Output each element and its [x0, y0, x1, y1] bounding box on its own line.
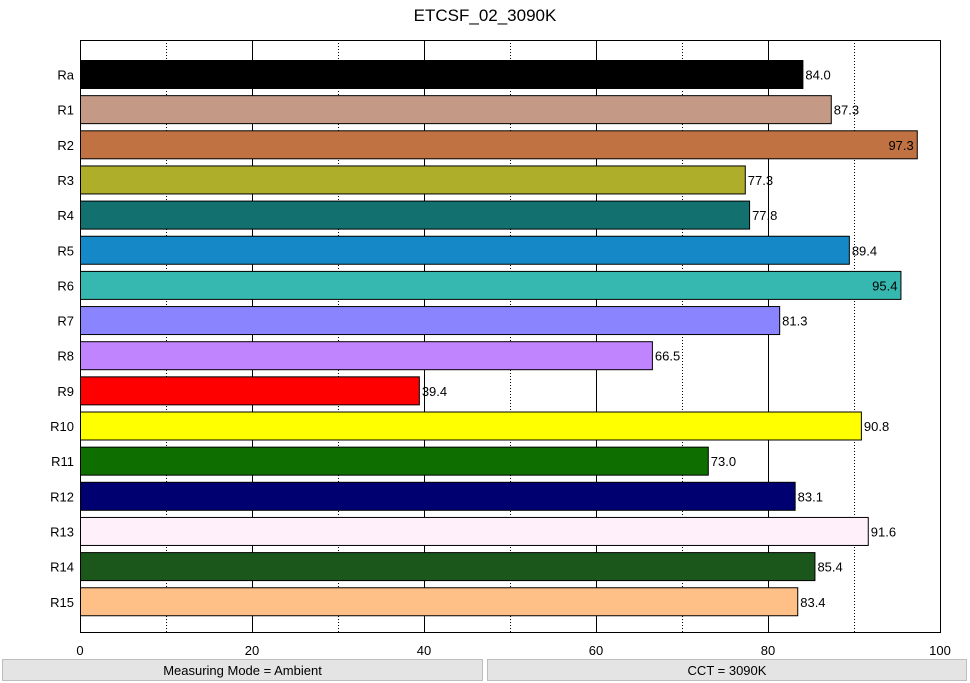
bar-r11 [80, 446, 709, 476]
value-label: 73.0 [711, 454, 736, 469]
value-label: 84.0 [805, 68, 830, 83]
measuring-mode-status: Measuring Mode = Ambient [2, 659, 483, 681]
value-label: 81.3 [782, 314, 807, 329]
category-label: R15 [50, 595, 74, 610]
category-label: R5 [57, 243, 74, 258]
value-label: 95.4 [872, 278, 897, 293]
value-label: 83.1 [798, 489, 823, 504]
value-label: 77.8 [752, 208, 777, 223]
bar-r7 [80, 306, 781, 336]
category-label: R14 [50, 560, 74, 575]
measuring-mode-label: Measuring Mode = Ambient [163, 662, 322, 678]
value-label: 66.5 [655, 349, 680, 364]
value-label: 83.4 [800, 595, 825, 610]
category-label: R13 [50, 524, 74, 539]
bar-r4 [80, 200, 751, 230]
value-label: 39.4 [422, 384, 447, 399]
x-tick-label: 0 [76, 643, 83, 658]
bar-r15 [80, 587, 799, 617]
bar-r3 [80, 165, 746, 195]
bar-r14 [80, 552, 816, 582]
chart-title: ETCSF_02_3090K [413, 6, 557, 25]
value-label: 90.8 [864, 419, 889, 434]
category-label: R3 [57, 173, 74, 188]
cct-status: CCT = 3090K [487, 659, 967, 681]
bars [80, 60, 918, 617]
value-label: 77.3 [748, 173, 773, 188]
category-label: R6 [57, 278, 74, 293]
value-label: 87.3 [834, 103, 859, 118]
value-label: 91.6 [871, 524, 896, 539]
bar-ra [80, 60, 804, 89]
bar-r8 [80, 341, 653, 371]
x-tick-label: 20 [245, 643, 259, 658]
value-label: 89.4 [852, 243, 877, 258]
bar-r6 [80, 270, 902, 300]
bar-r5 [80, 235, 850, 265]
bar-r9 [80, 376, 420, 406]
bar-chart: 84.0 87.3 97.3 77.3 77.8 89.4 95.4 81.3 66.5 39.4… [50, 40, 951, 658]
category-label: R2 [57, 138, 74, 153]
category-label: Ra [57, 68, 74, 83]
category-label: R12 [50, 489, 74, 504]
x-tick-label: 60 [589, 643, 603, 658]
value-label: 85.4 [817, 560, 842, 575]
cct-label: CCT = 3090K [687, 662, 767, 678]
plot-frame [80, 40, 941, 633]
category-label: R7 [57, 314, 74, 329]
bar-r2 [80, 130, 918, 160]
category-label: R9 [57, 384, 74, 399]
category-label: R8 [57, 349, 74, 364]
x-tick-label: 100 [929, 643, 951, 658]
bar-r10 [80, 411, 862, 441]
bar-r1 [80, 95, 832, 125]
x-tick-label: 40 [417, 643, 431, 658]
category-label: R10 [50, 419, 74, 434]
category-label: R4 [57, 208, 74, 223]
category-label: R1 [57, 103, 74, 118]
x-axis-ticks: 0 20 40 60 80 100 [76, 643, 950, 658]
bar-r13 [80, 516, 869, 546]
x-tick-label: 80 [761, 643, 775, 658]
category-label: R11 [51, 454, 74, 469]
value-label: 97.3 [888, 138, 913, 153]
bar-r12 [80, 481, 796, 511]
value-labels: 84.0 87.3 97.3 77.3 77.8 89.4 95.4 81.3 66.5 39.4… [422, 68, 914, 610]
category-labels: Ra R1 R2 R3 R4 R5 R6 R7 R8 R9 R10 R11 R12 R13 R14 R15 [50, 68, 75, 610]
